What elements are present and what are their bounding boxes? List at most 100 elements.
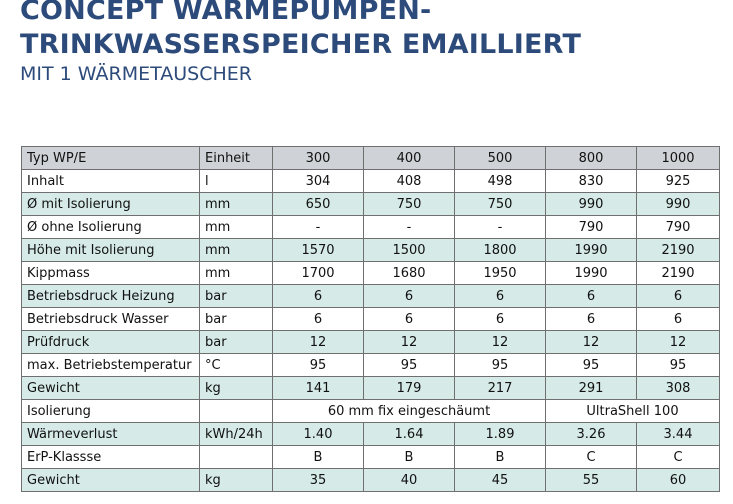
row-value-cell: 2190 xyxy=(636,261,720,285)
row-value-cell: 55 xyxy=(545,468,637,492)
row-value-cell: 6 xyxy=(454,307,546,331)
row-label-cell: Isolierung xyxy=(21,399,200,423)
row-value-cell: 12 xyxy=(545,330,637,354)
row-unit-cell: mm xyxy=(199,261,273,285)
row-value-cell: 3.26 xyxy=(545,422,637,446)
row-value-cell: B xyxy=(272,445,364,469)
table-row: Prüfdruck bar 12 12 12 12 12 xyxy=(21,330,720,354)
row-unit-cell xyxy=(199,445,273,469)
row-value-cell: 40 xyxy=(363,468,455,492)
header-unit-cell: Einheit xyxy=(199,146,273,170)
row-unit-cell: °C xyxy=(199,353,273,377)
row-label-cell: Ø ohne Isolierung xyxy=(21,215,200,239)
row-value-cell: 6 xyxy=(363,284,455,308)
row-value-cell: 95 xyxy=(454,353,546,377)
table-row: Betriebsdruck Heizung bar 6 6 6 6 6 xyxy=(21,284,720,308)
row-value-cell: 95 xyxy=(363,353,455,377)
row-value-cell: 1680 xyxy=(363,261,455,285)
row-value-cell: 6 xyxy=(636,307,720,331)
row-value-cell: 6 xyxy=(545,307,637,331)
row-value-cell: 2190 xyxy=(636,238,720,262)
row-label-cell: ErP-Klassse xyxy=(21,445,200,469)
table-row: Ø mit Isolierung mm 650 750 750 990 990 xyxy=(21,192,720,216)
row-value-cell: 925 xyxy=(636,169,720,193)
row-label-cell: max. Betriebstemperatur xyxy=(21,353,200,377)
row-value-cell: 12 xyxy=(636,330,720,354)
row-value-cell: 304 xyxy=(272,169,364,193)
table-row: Gewicht kg 141 179 217 291 308 xyxy=(21,376,720,400)
header-model-cell: 500 xyxy=(454,146,546,170)
row-value-cell: 6 xyxy=(363,307,455,331)
row-unit-cell xyxy=(199,399,273,423)
row-unit-cell: kg xyxy=(199,376,273,400)
row-value-cell: 291 xyxy=(545,376,637,400)
row-label-cell: Wärmeverlust xyxy=(21,422,200,446)
row-value-cell: 830 xyxy=(545,169,637,193)
table-row: Kippmass mm 1700 1680 1950 1990 2190 xyxy=(21,261,720,285)
row-value-cell: 498 xyxy=(454,169,546,193)
row-value-cell: 1800 xyxy=(454,238,546,262)
row-value-cell: 1990 xyxy=(545,238,637,262)
row-value-cell: 1.64 xyxy=(363,422,455,446)
row-label-cell: Inhalt xyxy=(21,169,200,193)
row-label-cell: Betriebsdruck Wasser xyxy=(21,307,200,331)
row-label-cell: Kippmass xyxy=(21,261,200,285)
row-value-cell: 45 xyxy=(454,468,546,492)
row-value-cell: 1990 xyxy=(545,261,637,285)
row-unit-cell: bar xyxy=(199,307,273,331)
row-unit-cell: mm xyxy=(199,215,273,239)
row-value-cell: C xyxy=(545,445,637,469)
row-value-cell: 95 xyxy=(545,353,637,377)
header-label-cell: Typ WP/E xyxy=(21,146,200,170)
row-value-cell: 12 xyxy=(272,330,364,354)
row-value-cell: 308 xyxy=(636,376,720,400)
isolation-row: Isolierung 60 mm fix eingeschäumt UltraShe… xyxy=(21,399,720,423)
row-value-cell: 1.40 xyxy=(272,422,364,446)
row-value-cell: B xyxy=(454,445,546,469)
row-value-cell: - xyxy=(272,215,364,239)
header-model-cell: 300 xyxy=(272,146,364,170)
row-value-cell: - xyxy=(363,215,455,239)
row-value-cell: 750 xyxy=(454,192,546,216)
row-unit-cell: bar xyxy=(199,330,273,354)
row-value-cell: 95 xyxy=(272,353,364,377)
page-heading: CONCEPT WÄRMEPUMPEN- TRINKWASSERSPEICHER… xyxy=(20,0,720,86)
isolation-value-large: UltraShell 100 xyxy=(545,399,720,423)
table-row: Ø ohne Isolierung mm - - -790 790 xyxy=(21,215,720,239)
row-value-cell: 1500 xyxy=(363,238,455,262)
row-value-cell: 6 xyxy=(272,284,364,308)
row-label-cell: Gewicht xyxy=(21,376,200,400)
row-value-cell: 6 xyxy=(272,307,364,331)
row-value-cell: - xyxy=(454,215,546,239)
row-value-cell: 141 xyxy=(272,376,364,400)
row-value-cell: 1950 xyxy=(454,261,546,285)
row-value-cell: 6 xyxy=(545,284,637,308)
isolation-value-small: 60 mm fix eingeschäumt xyxy=(272,399,546,423)
row-value-cell: 1570 xyxy=(272,238,364,262)
row-value-cell: 179 xyxy=(363,376,455,400)
row-unit-cell: l xyxy=(199,169,273,193)
row-label-cell: Prüfdruck xyxy=(21,330,200,354)
table-row: Wärmeverlust kWh/24h 1.40 1.64 1.89 3.26 3.44 xyxy=(21,422,720,446)
title-line-1: CONCEPT WÄRMEPUMPEN- xyxy=(20,0,432,26)
row-value-cell: 35 xyxy=(272,468,364,492)
row-value-cell: 990 xyxy=(636,192,720,216)
row-label-cell: Ø mit Isolierung xyxy=(21,192,200,216)
table-row: Inhalt l 304 408 498 830 925 xyxy=(21,169,720,193)
row-value-cell: 12 xyxy=(454,330,546,354)
header-model-cell: 1000 xyxy=(636,146,720,170)
row-unit-cell: mm xyxy=(199,192,273,216)
row-value-cell: 3.44 xyxy=(636,422,720,446)
header-model-cell: 800 xyxy=(545,146,637,170)
row-value-cell: 1700 xyxy=(272,261,364,285)
spec-table: Typ WP/E Einheit 300 400 500 800 1000 Inhalt l 30… xyxy=(21,146,720,492)
row-value-cell: 408 xyxy=(363,169,455,193)
table-header-row: Typ WP/E Einheit 300 400 500 800 1000 xyxy=(21,146,720,170)
title-line-2: TRINKWASSERSPEICHER EMAILLIERT xyxy=(20,29,582,60)
row-value-cell: B xyxy=(363,445,455,469)
row-value-cell: 95 xyxy=(636,353,720,377)
table-row: Höhe mit Isolierung mm 1570 1500 1800 1990 219… xyxy=(21,238,720,262)
row-unit-cell: kg xyxy=(199,468,273,492)
table-row: Betriebsdruck Wasser bar 6 6 6 6 6 xyxy=(21,307,720,331)
row-label-cell: Gewicht xyxy=(21,468,200,492)
